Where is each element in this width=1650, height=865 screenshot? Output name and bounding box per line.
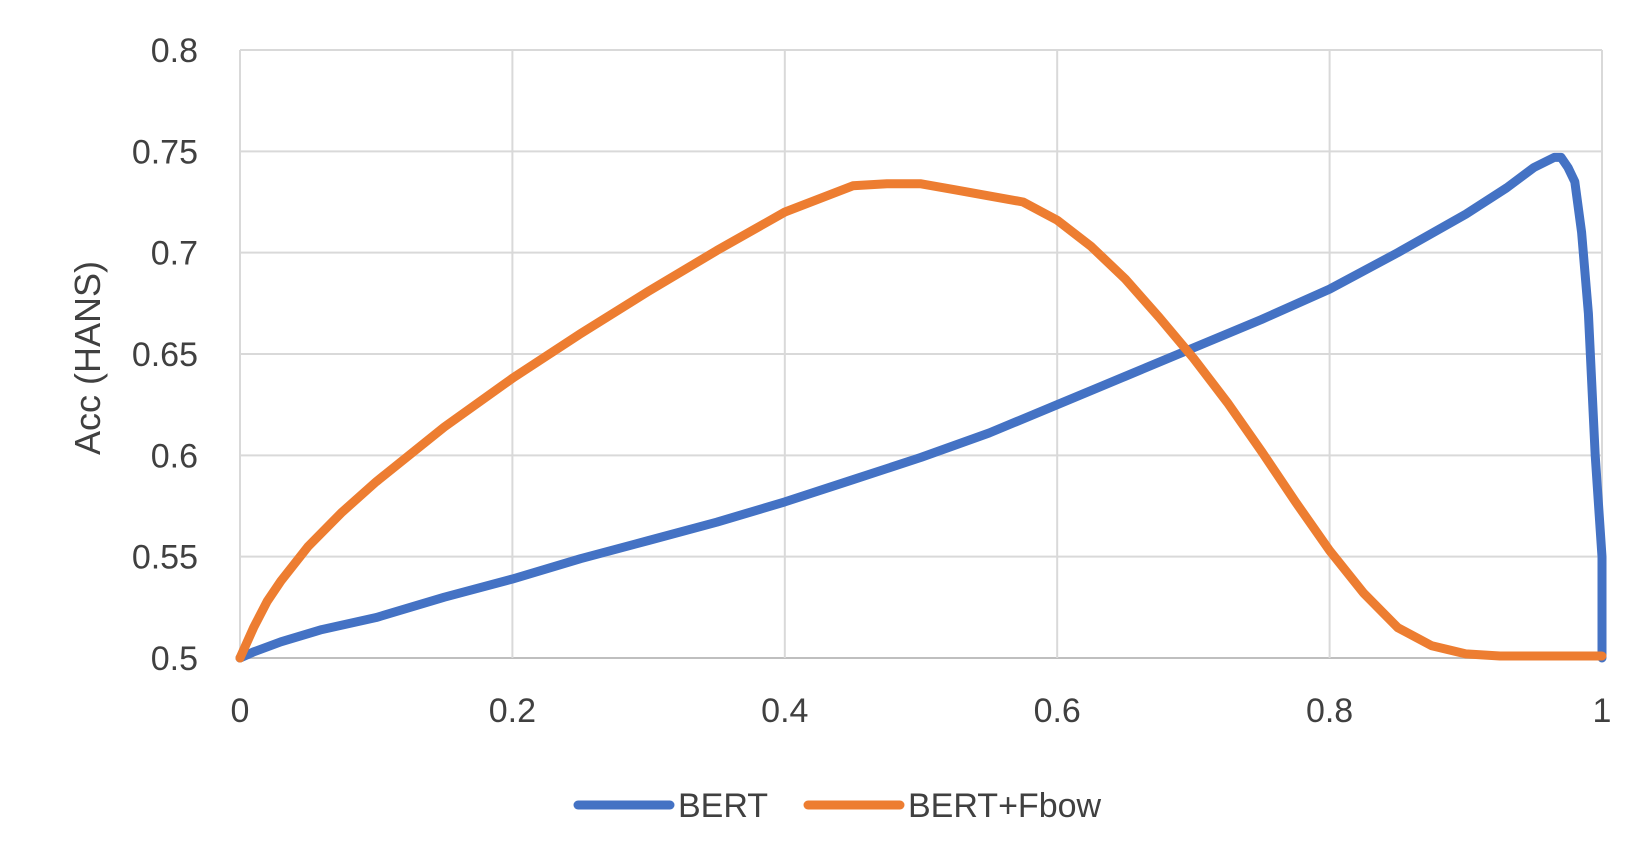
x-tick-label: 0.2 [489,692,536,730]
series-line-bert-fbow [235,179,1607,663]
y-tick-label: 0.55 [132,539,198,577]
plot-area [235,152,1607,663]
y-tick-label: 0.5 [151,640,198,678]
x-tick-label: 0.6 [1034,692,1081,730]
legend: BERT BERT+Fbow [573,787,1102,825]
y-tick-label: 0.8 [151,32,198,70]
y-tick-label: 0.7 [151,235,198,273]
x-tick-label: 0 [231,692,250,730]
y-axis-ticks: 0.5 0.55 0.6 0.65 0.7 0.75 0.8 [132,32,198,678]
x-axis-ticks: 0 0.2 0.4 0.6 0.8 1 [231,692,1612,730]
legend-label: BERT+Fbow [908,787,1102,825]
y-tick-label: 0.75 [132,133,198,171]
y-tick-label: 0.6 [151,437,198,475]
y-tick-label: 0.65 [132,336,198,374]
x-tick-label: 0.8 [1306,692,1353,730]
legend-label: BERT [678,787,768,825]
series-line-bert [235,152,1607,663]
x-tick-label: 1 [1593,692,1612,730]
x-tick-label: 0.4 [761,692,808,730]
grid-lines [239,49,1603,659]
y-axis-label: Acc (HANS) [67,261,108,455]
